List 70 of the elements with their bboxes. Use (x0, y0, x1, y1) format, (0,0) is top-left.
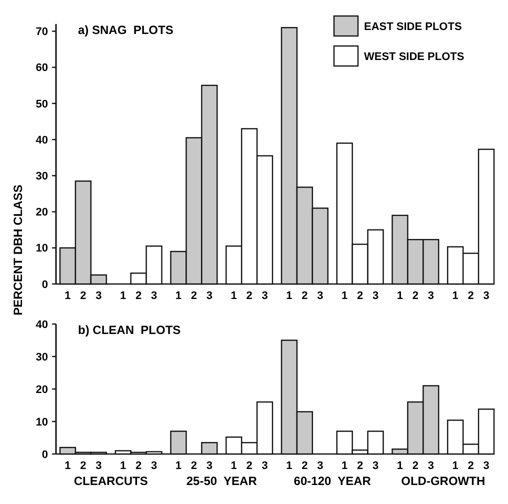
x-tick-label: 3 (483, 290, 490, 302)
text: 60-120 YEAR (294, 474, 372, 488)
x-tick-label: 3 (428, 290, 434, 302)
x-tick-label: 3 (206, 290, 212, 302)
x-tick-label: 2 (246, 290, 252, 302)
text: OLD-GROWTH (401, 474, 486, 488)
y-tick-label: 10 (36, 242, 48, 255)
x-tick-label: 2 (412, 460, 418, 472)
x-tick-label: 2 (412, 290, 418, 302)
x-tick-label: 2 (246, 460, 252, 472)
x-tick-label: 1 (230, 290, 237, 302)
text: CLEARCUTS (74, 474, 148, 488)
x-tick-label: 1 (452, 290, 458, 302)
chart-title: b) CLEAN PLOTS (78, 323, 181, 337)
x-tick-label: 2 (190, 290, 197, 302)
x-tick-label: 2 (357, 290, 364, 302)
x-tick-label: 1 (230, 460, 237, 472)
x-tick-label: 1 (396, 290, 404, 302)
y-axis-title: PERCENT DBH CLASS (11, 184, 25, 316)
x-tick-label: 3 (317, 460, 324, 472)
y-tick-label: 30 (36, 351, 48, 364)
x-tick-label: 3 (96, 290, 102, 302)
y-tick-label: 10 (36, 416, 48, 428)
x-tick-label: 3 (206, 460, 212, 472)
x-tick-label: 3 (150, 460, 158, 472)
x-tick-label: 2 (468, 290, 474, 302)
y-tick-label: 40 (36, 318, 48, 331)
x-tick-label: 2 (302, 460, 308, 472)
x-tick-label: 1 (175, 290, 182, 302)
chart-title: a) SNAG PLOTS (78, 23, 174, 37)
legend-label: WEST SIDE PLOTS (364, 50, 464, 63)
x-tick-label: 3 (372, 290, 379, 302)
x-tick-label: 2 (136, 460, 142, 472)
x-tick-label: 3 (428, 460, 434, 472)
x-tick-label: 1 (120, 290, 126, 302)
x-tick-label: 1 (120, 460, 126, 472)
y-tick-label: 0 (42, 448, 48, 461)
x-tick-label: 1 (396, 460, 404, 472)
x-tick-label: 2 (468, 460, 474, 472)
y-tick-label: 20 (36, 206, 48, 219)
x-tick-label: 1 (452, 460, 458, 472)
x-tick-label: 2 (190, 460, 197, 472)
x-tick-label: 2 (302, 290, 308, 302)
x-tick-label: 2 (80, 290, 86, 302)
x-tick-label: 3 (262, 290, 268, 302)
x-tick-label: 2 (136, 290, 142, 302)
x-tick-label: 3 (262, 460, 268, 472)
text: 25-50 YEAR (186, 474, 258, 488)
y-tick-label: 70 (36, 26, 48, 38)
x-tick-label: 1 (342, 290, 348, 302)
x-tick-label: 1 (286, 460, 292, 472)
x-tick-label: 1 (286, 290, 292, 302)
x-tick-label: 3 (372, 460, 379, 472)
y-tick-label: 60 (36, 62, 48, 74)
x-tick-label: 3 (483, 460, 490, 472)
y-tick-label: 50 (36, 98, 48, 110)
x-tick-label: 3 (317, 290, 324, 302)
legend-label: EAST SIDE PLOTS (364, 20, 462, 33)
y-tick-label: 30 (36, 170, 48, 183)
x-tick-label: 2 (80, 460, 86, 472)
y-tick-label: 40 (36, 134, 48, 146)
x-tick-label: 3 (96, 460, 102, 472)
x-tick-label: 1 (64, 460, 71, 472)
x-tick-label: 3 (150, 290, 158, 302)
y-tick-label: 20 (36, 384, 48, 396)
y-tick-label: 0 (42, 278, 48, 291)
x-tick-label: 2 (357, 460, 364, 472)
x-tick-label: 1 (175, 460, 182, 472)
x-tick-label: 1 (64, 290, 71, 302)
x-tick-label: 1 (342, 460, 348, 472)
